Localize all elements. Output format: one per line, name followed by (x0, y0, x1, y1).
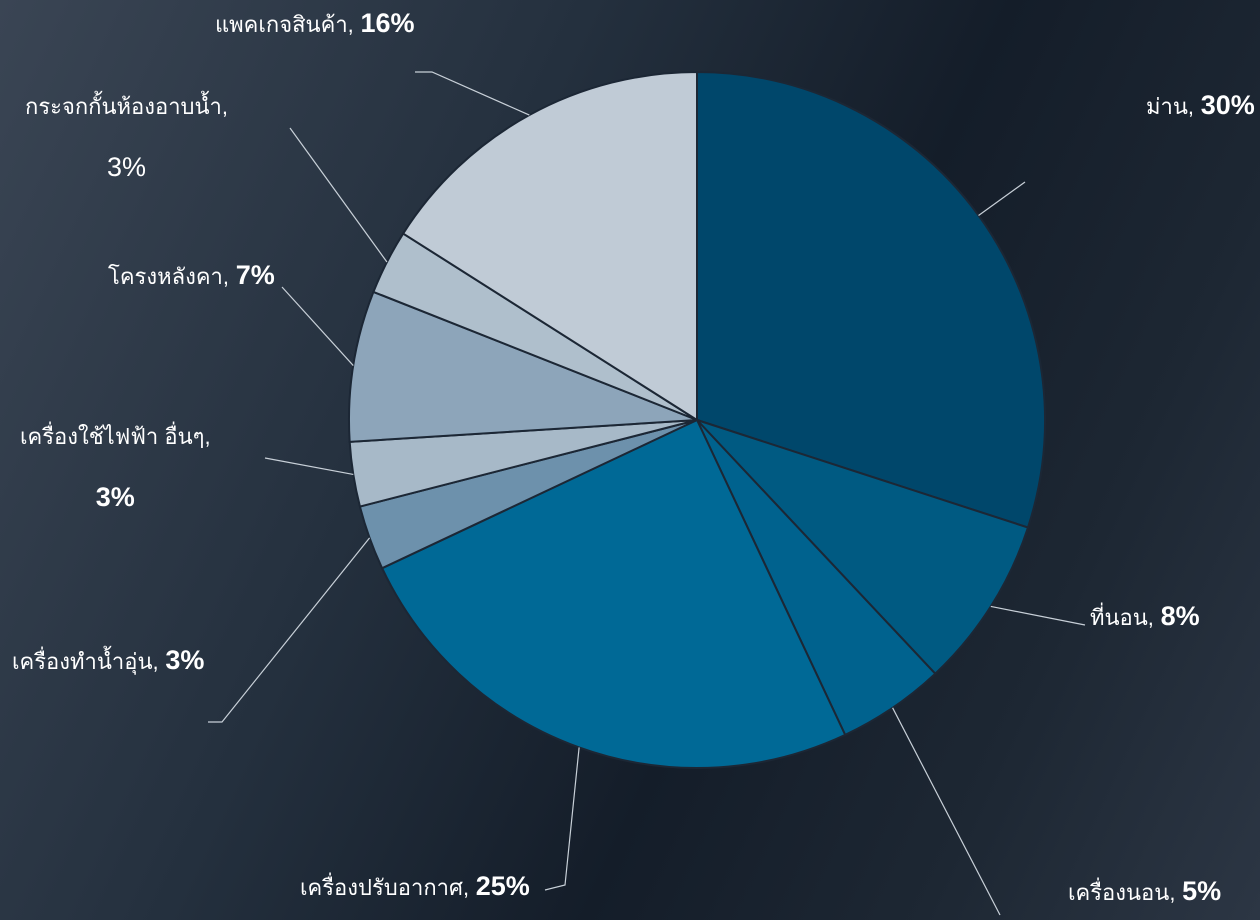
category-name: ม่าน (1146, 94, 1194, 119)
value-label: 3% (95, 482, 135, 512)
slice-label: เครื่องใช้ไฟฟ้า อื่นๆ 3% (20, 407, 211, 529)
category-name: เครื่องทำน้ำอุ่น (12, 649, 159, 674)
slice-label: เครื่องนอน 5% (1068, 876, 1222, 906)
pie-slice (696, 70, 1046, 529)
leader-line (892, 707, 1001, 916)
slice-label: แพคเกจสินค้า 16% (215, 8, 415, 38)
leader-line (264, 457, 354, 476)
category-name: แพคเกจสินค้า (215, 12, 354, 37)
category-name: เครื่องนอน (1068, 880, 1175, 905)
pie-slice (401, 70, 698, 422)
leader-line (544, 747, 580, 891)
leader-line (990, 605, 1086, 626)
category-name: โครงหลังคา (108, 264, 229, 289)
value-label: 5% (1182, 876, 1222, 906)
pie-slice (348, 290, 698, 443)
value-label: 7% (235, 260, 275, 290)
category-name: เครื่องใช้ไฟฟ้า อื่นๆ (20, 424, 211, 449)
category-name: เครื่องปรับอากาศ (300, 875, 469, 900)
value-label: 16% (360, 8, 415, 38)
leader-line (289, 127, 388, 263)
slice-label: เครื่องทำน้ำอุ่น 3% (12, 645, 205, 675)
slice-label: เครื่องปรับอากาศ 25% (300, 871, 530, 901)
value-label: 25% (475, 871, 530, 901)
value-label: 3% (165, 645, 205, 675)
value-label: 8% (1160, 601, 1200, 631)
leader-line (208, 537, 371, 723)
leader-line (978, 181, 1026, 216)
leader-line (281, 286, 354, 366)
slice-label: กระจกกั้นห้องอาบน้ำ 3% (25, 77, 228, 199)
value-label: 30% (1200, 90, 1255, 120)
slice-label: ม่าน 30% (1146, 90, 1255, 120)
slice-label: โครงหลังคา 7% (108, 260, 275, 290)
value-label: 3% (107, 152, 147, 182)
leader-line (415, 71, 530, 116)
category-name: ที่นอน (1090, 605, 1154, 630)
slice-label: ที่นอน 8% (1090, 601, 1200, 631)
category-name: กระจกกั้นห้องอาบน้ำ (25, 94, 228, 119)
